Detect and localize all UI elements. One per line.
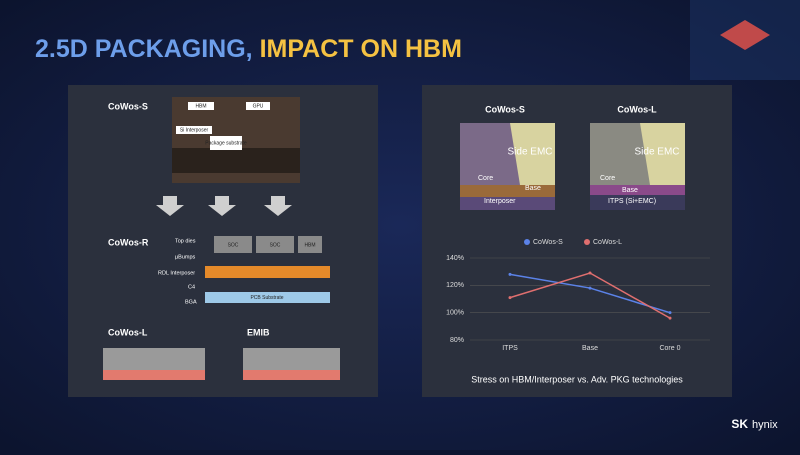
layer-label: Side EMC xyxy=(634,147,679,158)
package-diagram xyxy=(103,348,205,370)
label-box xyxy=(210,136,242,150)
callout: µBumps xyxy=(175,254,196,260)
side-emc xyxy=(510,123,555,185)
substrate-label: PCB Substrate xyxy=(250,295,283,301)
rdl-interposer xyxy=(205,266,330,278)
logo: hynix xyxy=(752,419,778,431)
callout: Top dies xyxy=(175,238,196,244)
layer xyxy=(460,185,555,197)
callout: C4 xyxy=(188,284,195,290)
cross-section xyxy=(172,148,300,173)
x-tick-label: ITPS xyxy=(502,345,518,352)
point xyxy=(508,296,512,300)
chart-title: Stress on HBM/Interposer vs. Adv. PKG te… xyxy=(471,374,683,384)
point xyxy=(588,271,592,275)
label: EMIB xyxy=(247,327,270,337)
dies xyxy=(214,236,322,253)
layer-label: ITPS (Si+EMC) xyxy=(608,198,656,205)
label: CoWos-S xyxy=(108,101,148,111)
point xyxy=(588,286,592,290)
layer-label: Core xyxy=(478,175,493,182)
label-box xyxy=(176,126,212,134)
layer-label: Interposer xyxy=(484,198,516,205)
point xyxy=(508,272,512,276)
legend-label: CoWos-L xyxy=(593,239,622,246)
point xyxy=(668,311,672,315)
label: CoWos-S xyxy=(485,104,525,114)
package-diagram xyxy=(243,370,340,380)
point xyxy=(668,316,672,320)
line-chart: 80% 100% 120% 140% ITPS Base Core 0 CoWos-S CoWo… xyxy=(446,239,710,352)
callout: RDL Interposer xyxy=(158,270,195,276)
arrows xyxy=(156,196,292,216)
layer xyxy=(590,185,685,195)
part-label: Package substrate xyxy=(205,140,247,146)
x-tick-label: Core 0 xyxy=(659,345,680,352)
part-label: HBM xyxy=(195,103,206,109)
part-label: Si Interposer xyxy=(180,127,209,133)
part-label: GPU xyxy=(253,103,264,109)
side-emc xyxy=(640,123,685,185)
die-label: HBM xyxy=(304,242,315,248)
legend-marker xyxy=(524,239,530,245)
layer-label: Core xyxy=(600,175,615,182)
y-tick-label: 80% xyxy=(450,337,464,344)
label-box xyxy=(246,102,270,110)
layer xyxy=(460,197,555,210)
die-label: SOC xyxy=(270,242,281,248)
slide-title: 2.5D PACKAGING, IMPACT ON HBM xyxy=(35,35,462,63)
package-diagram xyxy=(243,348,340,370)
legend-marker xyxy=(584,239,590,245)
layer-label: Side EMC xyxy=(507,147,552,158)
layer-label: Base xyxy=(525,185,541,192)
logo: SK xyxy=(731,417,748,431)
y-tick-label: 100% xyxy=(446,310,464,317)
callout: BGA xyxy=(185,299,197,305)
die-label: SOC xyxy=(228,242,239,248)
package-diagram xyxy=(103,370,205,380)
chip-graphic xyxy=(720,20,770,50)
y-tick-label: 140% xyxy=(446,255,464,262)
label: CoWos-L xyxy=(617,104,657,114)
layer-label: Base xyxy=(622,187,638,194)
pcb-substrate xyxy=(205,292,330,303)
label-box xyxy=(188,102,214,110)
x-tick-label: Base xyxy=(582,345,598,352)
legend-label: CoWos-S xyxy=(533,239,563,246)
label: CoWos-L xyxy=(108,327,148,337)
layer xyxy=(590,195,685,210)
label: CoWos-R xyxy=(108,237,149,247)
y-tick-label: 120% xyxy=(446,282,464,289)
